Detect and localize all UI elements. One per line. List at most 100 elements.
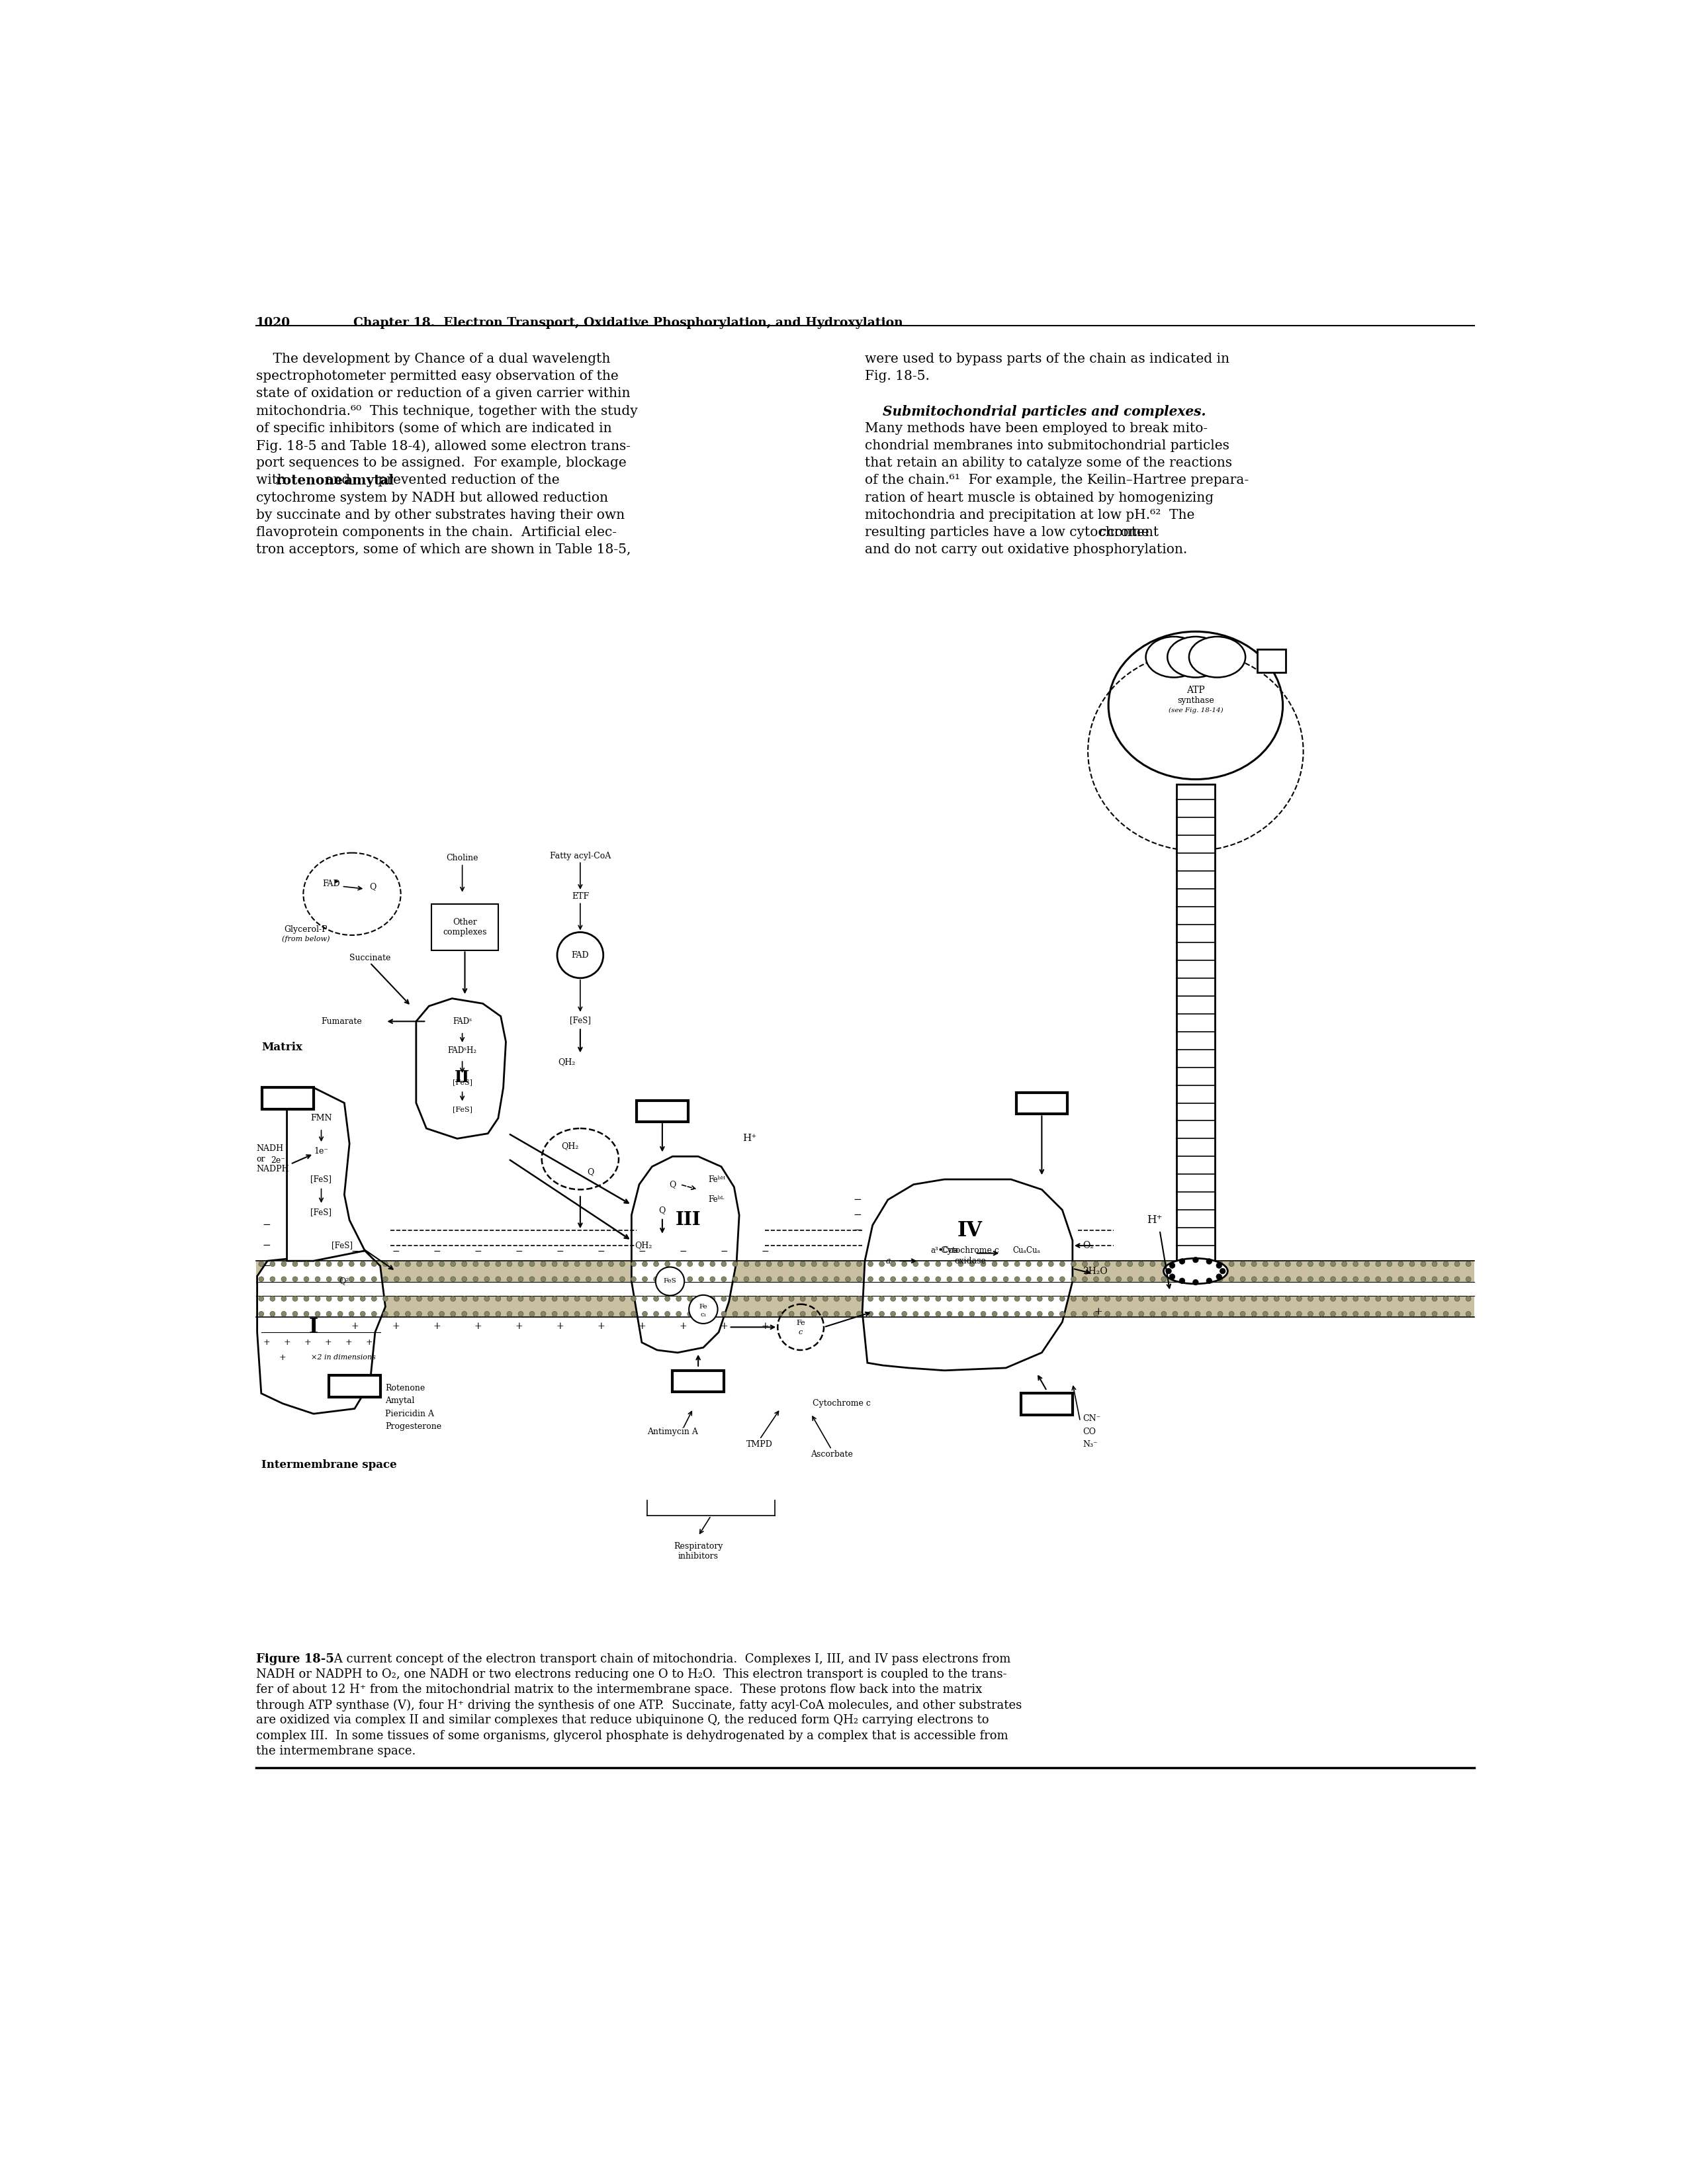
Text: state of oxidation or reduction of a given carrier within: state of oxidation or reduction of a giv… — [257, 387, 630, 400]
Text: Respiratory: Respiratory — [674, 1542, 722, 1551]
Text: −: − — [721, 1247, 728, 1256]
Text: Succinate: Succinate — [349, 954, 390, 961]
Circle shape — [360, 1262, 365, 1267]
Text: TMPD: TMPD — [746, 1439, 773, 1448]
Text: 2e⁻: 2e⁻ — [270, 1155, 285, 1164]
Circle shape — [1003, 1278, 1008, 1282]
Circle shape — [800, 1310, 805, 1317]
Text: The development by Chance of a dual wavelength: The development by Chance of a dual wave… — [257, 354, 611, 365]
Circle shape — [292, 1278, 297, 1282]
Circle shape — [360, 1295, 365, 1302]
Circle shape — [1217, 1278, 1222, 1282]
Circle shape — [981, 1310, 986, 1317]
Text: +: + — [555, 1321, 564, 1330]
Text: (from below): (from below) — [282, 935, 329, 941]
Circle shape — [1342, 1295, 1347, 1302]
Circle shape — [282, 1262, 287, 1267]
Text: +: + — [679, 1321, 687, 1330]
Circle shape — [800, 1262, 805, 1267]
Text: ▶: ▶ — [334, 878, 339, 885]
Circle shape — [901, 1310, 906, 1317]
Text: Fig. 18-5.: Fig. 18-5. — [864, 369, 930, 382]
Circle shape — [1217, 1310, 1222, 1317]
Circle shape — [473, 1295, 478, 1302]
Text: +: + — [284, 1339, 290, 1348]
Circle shape — [993, 1295, 998, 1302]
Circle shape — [619, 1262, 625, 1267]
Text: prevented reduction of the: prevented reduction of the — [375, 474, 560, 487]
Circle shape — [1241, 1278, 1246, 1282]
Text: −: − — [679, 1247, 687, 1256]
Text: 4 H⁺: 4 H⁺ — [275, 1094, 300, 1103]
Circle shape — [1229, 1278, 1234, 1282]
Text: rotenone: rotenone — [275, 474, 343, 487]
Text: 1e⁻: 1e⁻ — [314, 1147, 329, 1155]
Circle shape — [282, 1295, 287, 1302]
Circle shape — [586, 1310, 591, 1317]
Circle shape — [1263, 1262, 1268, 1267]
Circle shape — [699, 1295, 704, 1302]
Text: mitochondria.⁶⁰  This technique, together with the study: mitochondria.⁶⁰ This technique, together… — [257, 404, 638, 417]
Circle shape — [1070, 1295, 1077, 1302]
Circle shape — [586, 1295, 591, 1302]
Circle shape — [733, 1310, 738, 1317]
Text: Q: Q — [658, 1206, 665, 1214]
Bar — [257, 1295, 1474, 1317]
Text: tron acceptors, some of which are shown in Table 18-5,: tron acceptors, some of which are shown … — [257, 544, 631, 557]
Bar — [636, 1101, 689, 1123]
Circle shape — [755, 1310, 760, 1317]
Circle shape — [1193, 1258, 1198, 1262]
Circle shape — [463, 1278, 468, 1282]
Circle shape — [1443, 1310, 1448, 1317]
Circle shape — [1014, 1278, 1020, 1282]
Circle shape — [1207, 1278, 1212, 1284]
Circle shape — [1026, 1262, 1031, 1267]
Circle shape — [371, 1262, 376, 1267]
Circle shape — [1431, 1310, 1436, 1317]
Text: −: − — [432, 1247, 441, 1256]
Circle shape — [316, 1278, 321, 1282]
Circle shape — [1183, 1262, 1188, 1267]
Circle shape — [969, 1278, 974, 1282]
Circle shape — [316, 1295, 321, 1302]
Circle shape — [598, 1278, 603, 1282]
Circle shape — [846, 1278, 851, 1282]
Text: inhibitors: inhibitors — [679, 1553, 719, 1562]
Text: −: − — [351, 1247, 358, 1256]
Circle shape — [822, 1278, 827, 1282]
Circle shape — [1048, 1310, 1053, 1317]
Circle shape — [484, 1262, 490, 1267]
Circle shape — [608, 1295, 613, 1302]
Circle shape — [981, 1278, 986, 1282]
Circle shape — [959, 1310, 964, 1317]
Circle shape — [1014, 1310, 1020, 1317]
Text: −: − — [852, 1225, 861, 1234]
Circle shape — [1026, 1295, 1031, 1302]
Circle shape — [540, 1262, 545, 1267]
Text: Q: Q — [587, 1168, 594, 1175]
Circle shape — [901, 1295, 906, 1302]
Circle shape — [1455, 1262, 1460, 1267]
Circle shape — [935, 1278, 940, 1282]
Text: −: − — [852, 1210, 861, 1219]
Circle shape — [822, 1262, 827, 1267]
Circle shape — [1195, 1295, 1200, 1302]
Circle shape — [935, 1295, 940, 1302]
Circle shape — [1161, 1262, 1166, 1267]
Text: 2H₂O: 2H₂O — [1082, 1267, 1107, 1275]
Circle shape — [1082, 1262, 1087, 1267]
Text: +: + — [304, 1339, 311, 1348]
Circle shape — [1342, 1310, 1347, 1317]
Circle shape — [1409, 1262, 1415, 1267]
Circle shape — [653, 1310, 658, 1317]
Circle shape — [1173, 1295, 1178, 1302]
Circle shape — [1388, 1262, 1393, 1267]
Circle shape — [812, 1310, 817, 1317]
Circle shape — [1229, 1310, 1234, 1317]
Circle shape — [417, 1262, 422, 1267]
Circle shape — [1183, 1295, 1188, 1302]
Circle shape — [653, 1295, 658, 1302]
Circle shape — [800, 1278, 805, 1282]
Text: −: − — [262, 1221, 270, 1230]
Bar — [257, 1282, 1474, 1295]
